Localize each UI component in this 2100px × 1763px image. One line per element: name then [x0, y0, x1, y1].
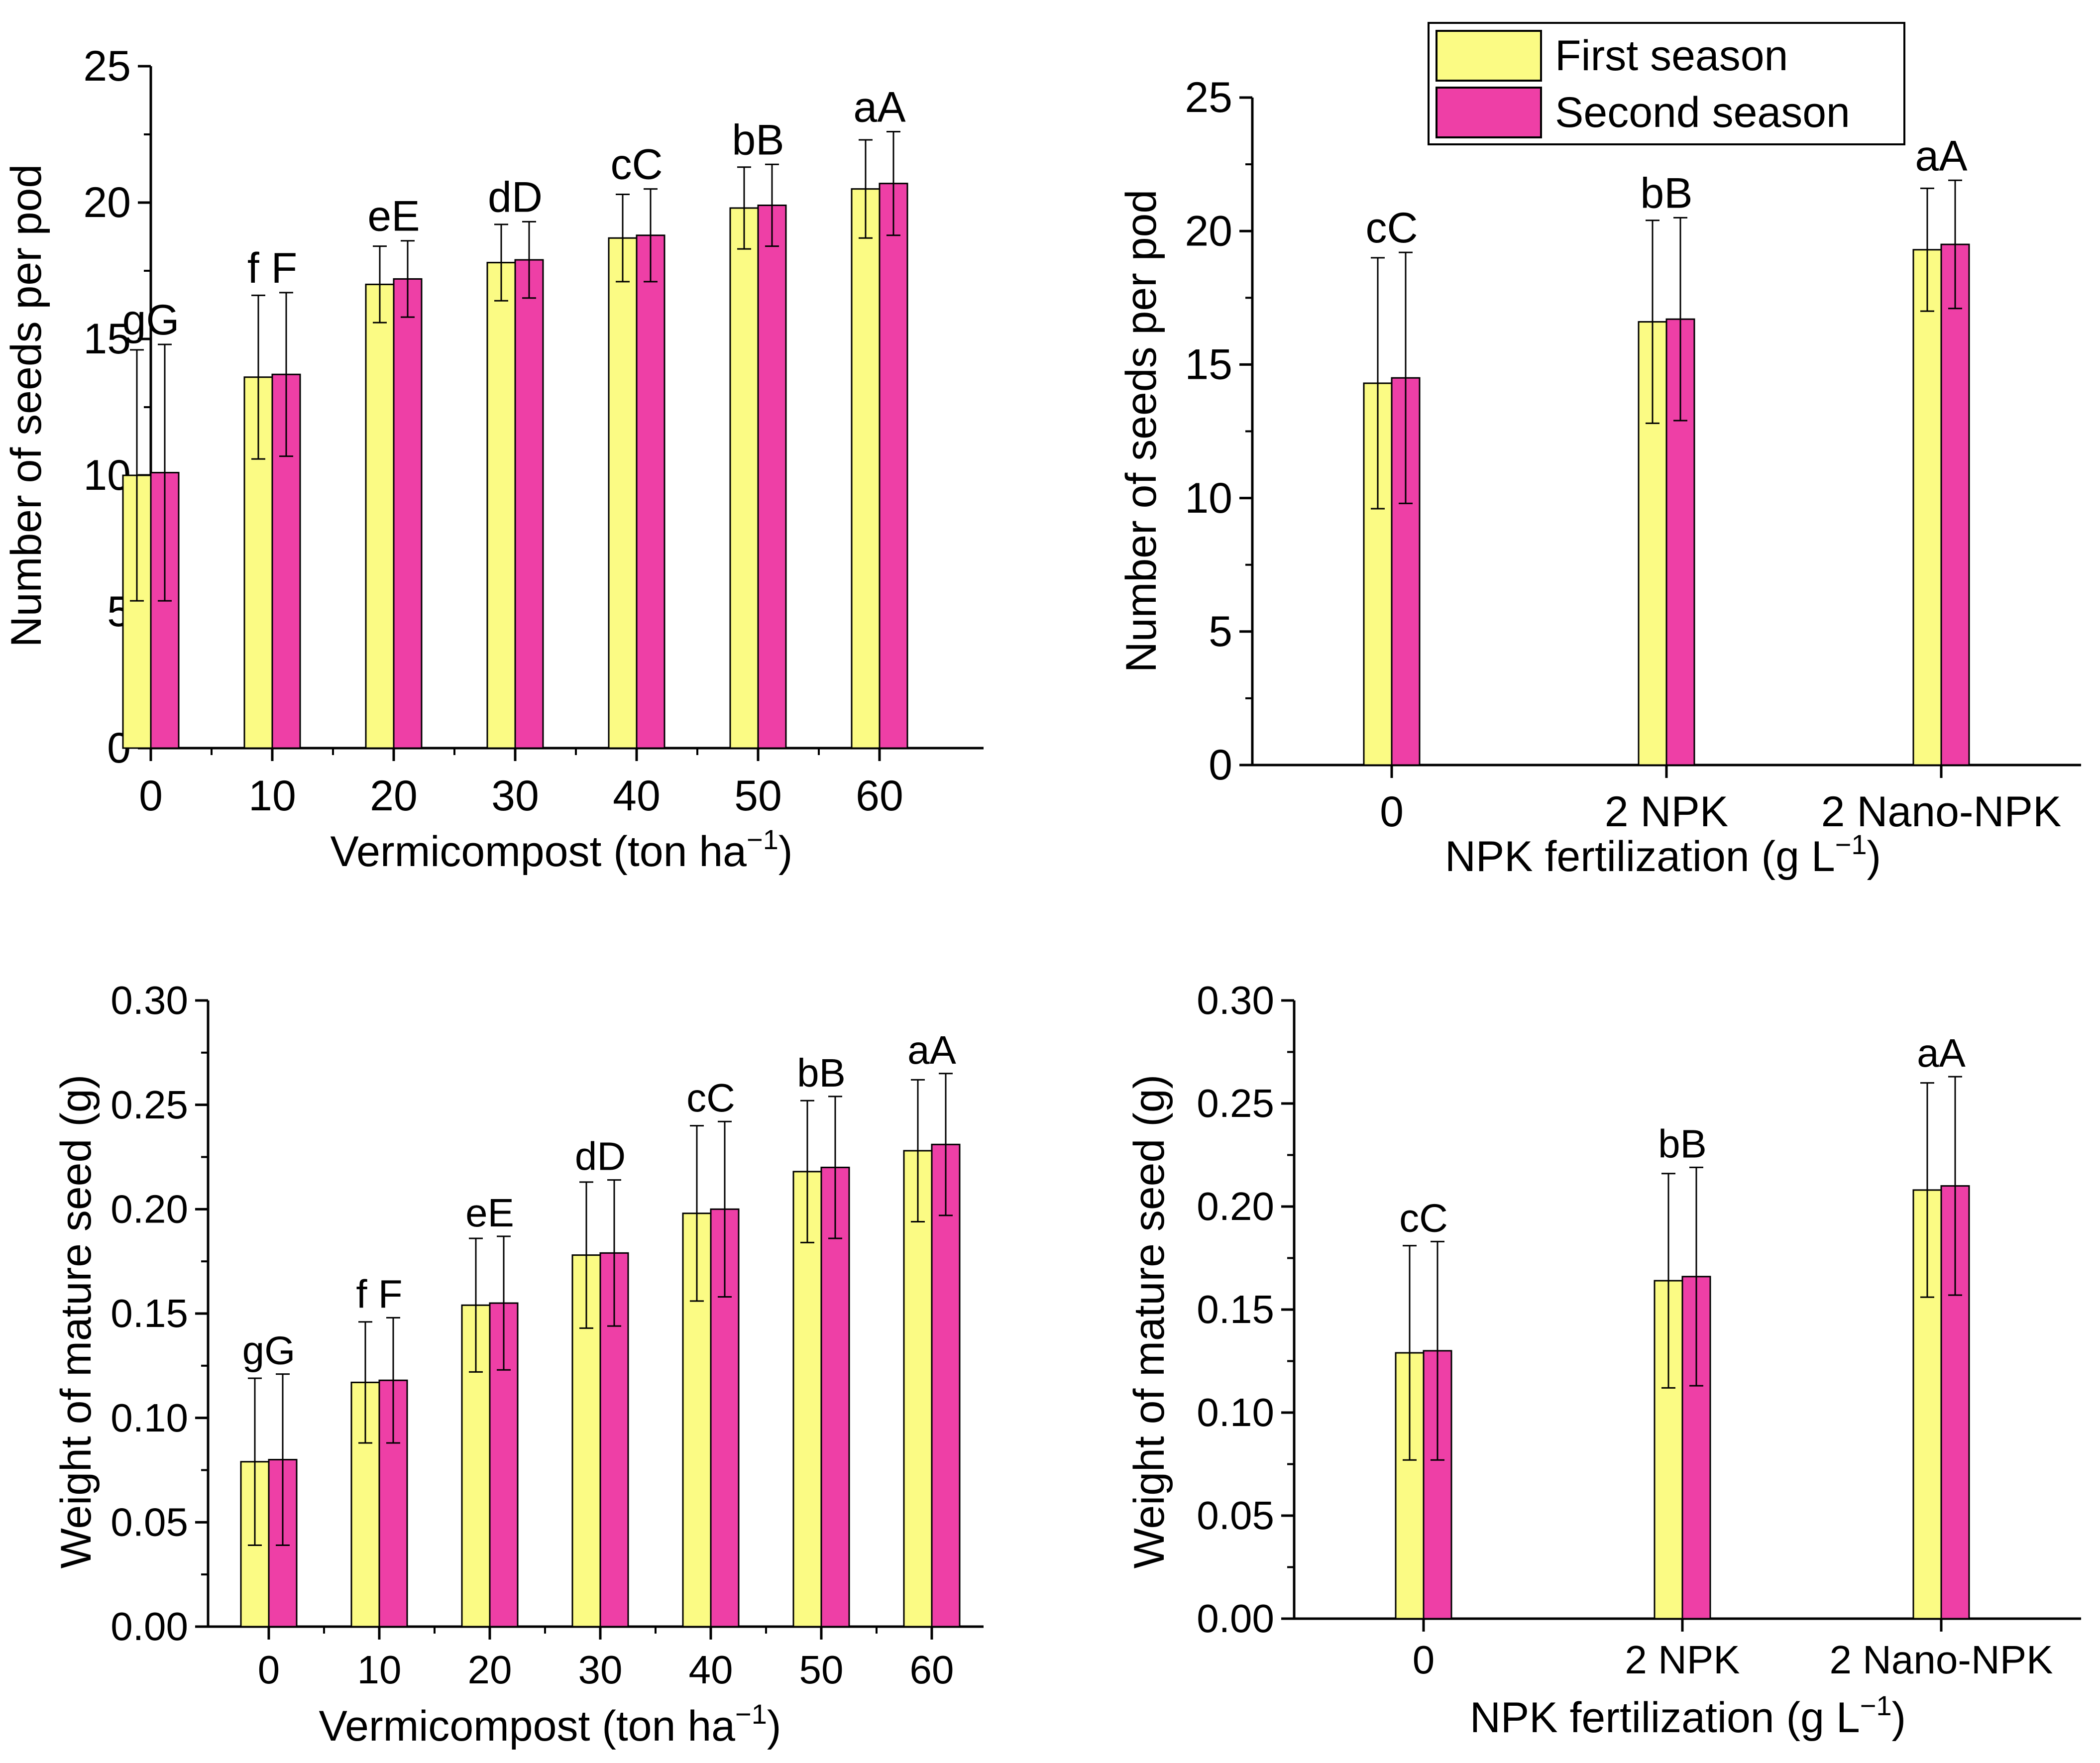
x-tick-label: 60: [910, 1648, 954, 1692]
bar-second-season: [514, 259, 544, 749]
x-tick-label: 10: [248, 772, 296, 820]
y-tick-label: 0.30: [111, 978, 188, 1022]
bar-second-season: [820, 1166, 850, 1628]
x-tick-label: 2 NPK: [1605, 788, 1729, 836]
bar-first-season: [1912, 249, 1942, 766]
bar-second-season: [393, 278, 423, 749]
y-tick-label: 0.25: [111, 1083, 188, 1127]
x-tick-label: 20: [468, 1648, 512, 1692]
significance-letter: aA: [1915, 132, 1968, 180]
significance-letter: cC: [686, 1076, 735, 1120]
significance-letter: bB: [797, 1051, 846, 1095]
significance-letter: eE: [465, 1191, 514, 1235]
x-tick-label: 20: [370, 772, 418, 820]
bar-first-season: [486, 262, 516, 749]
x-tick-label: 2 Nano-NPK: [1821, 788, 2062, 836]
x-tick-label: 0: [1413, 1638, 1435, 1682]
significance-letter: bB: [732, 116, 784, 164]
significance-letter: gG: [122, 296, 180, 344]
x-axis-label: Vermicompost (ton ha−1): [331, 824, 793, 876]
x-tick-label: 30: [491, 772, 539, 820]
x-tick-label: 50: [799, 1648, 844, 1692]
bar-second-season: [931, 1143, 961, 1628]
x-axis-label: NPK fertilization (g L−1): [1470, 1690, 1906, 1742]
x-tick-label: 40: [613, 772, 661, 820]
y-tick-label: 5: [1209, 608, 1232, 656]
legend-swatch-second-season: [1436, 87, 1542, 138]
significance-letter: aA: [1917, 1031, 1966, 1075]
y-tick-label: 0.15: [111, 1291, 188, 1335]
y-tick-label: 20: [83, 179, 131, 226]
y-tick-label: 10: [1185, 474, 1232, 522]
legend: First season Second season: [1428, 22, 1905, 145]
y-tick-label: 25: [1185, 74, 1232, 121]
bar-second-season: [757, 204, 787, 749]
x-tick-label: 0: [258, 1648, 280, 1692]
legend-label-second-season: Second season: [1555, 88, 1850, 136]
y-tick-label: 0.20: [1197, 1184, 1274, 1228]
x-axis-label: NPK fertilization (g L−1): [1445, 829, 1881, 881]
significance-letter: eE: [367, 193, 420, 240]
y-tick-label: 15: [1185, 341, 1232, 389]
significance-letter: cC: [610, 141, 663, 189]
y-tick-label: 0.05: [1197, 1493, 1274, 1538]
x-tick-label: 10: [357, 1648, 402, 1692]
chart-p4: 0.00 0.05 0.10 0.15 0.20 0.25 0.30 0 cC 2 NPK bB 2 …: [1125, 978, 2081, 1742]
y-tick-label: 0: [1209, 741, 1232, 789]
y-tick-label: 15: [83, 315, 131, 363]
significance-letter: bB: [1658, 1121, 1707, 1166]
x-axis-label: Vermicompost (ton ha−1): [319, 1698, 781, 1750]
y-tick-label: 0.10: [1197, 1390, 1274, 1434]
chart-p3: 0.00 0.05 0.10 0.15 0.20 0.25 0.30 0 gG 10 f F 20 eE…: [52, 978, 984, 1750]
y-tick-label: 0.00: [1197, 1596, 1274, 1641]
y-tick-label: 0.05: [111, 1500, 188, 1544]
significance-letter: f F: [356, 1272, 402, 1316]
y-tick-label: 0.10: [111, 1396, 188, 1440]
significance-letter: gG: [242, 1328, 296, 1373]
significance-letter: cC: [1399, 1196, 1448, 1240]
y-tick-label: 0.30: [1197, 978, 1274, 1022]
y-tick-label: 25: [83, 42, 131, 90]
bar-first-season: [729, 207, 759, 749]
chart-p2: 0 5 10 15 20 25 0 cC 2 NPK bB 2 Nano-NPK aA Number o…: [1117, 74, 2081, 881]
bar-first-season: [365, 283, 395, 749]
bar-first-season: [792, 1171, 822, 1628]
y-tick-label: 0.20: [111, 1187, 188, 1231]
y-axis-label: Number of seeds per pod: [2, 164, 50, 647]
x-tick-label: 2 Nano-NPK: [1829, 1638, 2053, 1682]
bar-first-season: [851, 188, 881, 749]
y-tick-label: 20: [1185, 207, 1232, 255]
y-axis-label: Weight of mature seed (g): [52, 1075, 100, 1569]
significance-letter: cC: [1365, 204, 1418, 252]
y-axis-label: Number of seeds per pod: [1117, 190, 1165, 672]
x-tick-label: 40: [689, 1648, 733, 1692]
bar-second-season: [879, 183, 908, 749]
significance-letter: aA: [853, 84, 906, 131]
significance-letter: f F: [247, 244, 297, 292]
x-tick-label: 0: [139, 772, 163, 820]
legend-item-first-season: First season: [1436, 29, 1788, 83]
bar-second-season: [636, 234, 665, 749]
x-tick-label: 60: [856, 772, 903, 820]
legend-swatch-first-season: [1436, 30, 1542, 82]
significance-letter: aA: [907, 1028, 956, 1072]
x-tick-label: 30: [578, 1648, 623, 1692]
y-tick-label: 0.15: [1197, 1287, 1274, 1331]
y-tick-label: 0.00: [111, 1604, 188, 1649]
y-axis-label: Weight of mature seed (g): [1125, 1075, 1173, 1569]
legend-label-first-season: First season: [1555, 31, 1788, 80]
bar-first-season: [903, 1150, 933, 1628]
x-tick-label: 2 NPK: [1625, 1638, 1740, 1682]
x-tick-label: 50: [734, 772, 782, 820]
x-tick-label: 0: [1380, 788, 1404, 836]
significance-letter: bB: [1640, 169, 1692, 217]
bar-first-season: [608, 237, 638, 749]
legend-item-second-season: Second season: [1436, 86, 1850, 139]
bar-second-season: [1940, 243, 1970, 766]
significance-letter: dD: [575, 1134, 626, 1179]
significance-letter: dD: [488, 173, 543, 221]
y-tick-label: 0.25: [1197, 1081, 1274, 1125]
